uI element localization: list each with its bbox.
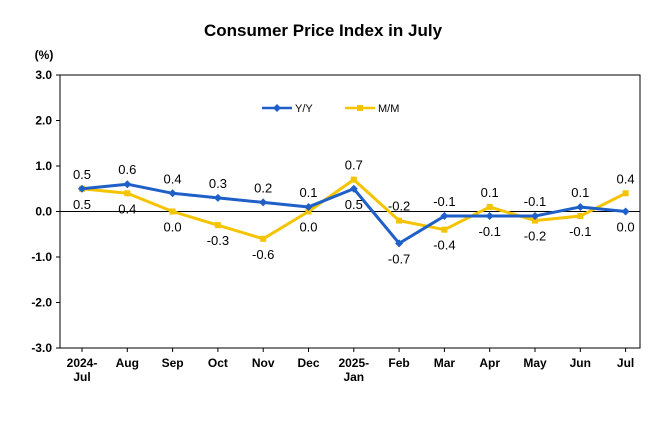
yy-data-label: 0.2 [254,180,272,195]
mm-data-point [577,213,584,220]
legend-marker-square [357,105,363,111]
mm-data-point [532,217,538,224]
x-tick-label: Jun [570,356,591,370]
x-tick-label: Feb [388,356,409,370]
yy-data-point [440,212,449,221]
mm-data-point [486,203,493,210]
mm-data-label: 0.5 [73,197,91,212]
yy-data-point [123,180,132,189]
mm-data-label: -0.3 [207,233,229,248]
yy-data-label: -0.1 [478,224,500,239]
yy-data-point [395,239,404,248]
yy-data-point [304,202,313,211]
x-tick-label: 2024-Jul [67,356,98,384]
y-tick-label: 1.0 [35,159,52,173]
series-lines [78,176,630,248]
mm-data-point [214,222,221,229]
yy-data-point [168,189,177,198]
mm-data-label: -0.4 [433,238,455,253]
mm-data-point [124,190,131,197]
x-tick-label-line: Feb [388,356,409,370]
x-tick-label-line: Nov [252,356,275,370]
x-tick-label: Nov [252,356,275,370]
mm-data-label: 0.4 [617,171,635,186]
yy-data-label: 0.4 [164,171,182,186]
yy-data-label: -0.1 [524,194,546,209]
x-tick-label: May [523,356,547,370]
y-tick-label: 2.0 [35,114,52,128]
yy-data-label: 0.5 [345,197,363,212]
x-tick-label: Apr [479,356,500,370]
yy-data-point [485,212,494,221]
yy-data-point [621,207,630,216]
mm-data-label: -0.1 [569,224,591,239]
yy-data-label: 0.1 [571,185,589,200]
yy-data-point [531,212,539,221]
mm-data-label: 0.0 [299,220,317,235]
mm-data-label: 0.7 [345,158,363,173]
data-labels: 0.5 0.6 0.4 0.3 0.2 0.1 0.5 -0.7 -0.1 -0.1 -0.1 0.1… [73,158,635,267]
y-tick-label: 3.0 [35,68,52,82]
y-tick-label: 0.0 [35,205,52,219]
mm-data-label: 0.1 [481,185,499,200]
x-tick-label-line: May [523,356,547,370]
yy-data-label: 0.3 [209,176,227,191]
mm-data-point [305,208,312,215]
x-tick-label-line: Aug [116,356,139,370]
x-tick-label-line: Mar [434,356,456,370]
y-axis-unit-label: (%) [35,48,54,62]
x-tick-label-line: Jun [570,356,591,370]
yy-data-label: 0.6 [118,162,136,177]
legend: Y/Y M/M [262,103,399,115]
mm-data-point [350,176,357,183]
x-tick-label-line: Oct [208,356,228,370]
mm-data-point [441,226,448,233]
yy-data-point [349,184,358,193]
legend-label: Y/Y [295,103,313,115]
x-tick-label: Aug [116,356,139,370]
yy-data-point [78,184,86,193]
mm-data-label: -0.6 [252,247,274,262]
x-tick-label: Oct [208,356,228,370]
x-tick-label-line: 2024- [67,356,98,370]
x-tick-label-line: Jul [73,370,90,384]
yy-data-point [576,202,585,211]
mm-data-point [260,235,267,242]
yy-data-label: -0.1 [433,194,455,209]
y-tick-label: -3.0 [31,341,52,355]
x-tick-label: Dec [297,356,319,370]
yy-data-point [213,193,222,202]
y-tick-label: -1.0 [31,250,52,264]
x-tick-label-line: Dec [297,356,319,370]
y-tick-label: -2.0 [31,296,52,310]
mm-data-point [622,190,629,197]
chart-title: Consumer Price Index in July [204,21,443,40]
x-tick-label: 2025-Jan [338,356,369,384]
yy-data-label: 0.5 [73,167,91,182]
x-tick-label-line: Jul [617,356,634,370]
mm-data-label: 0.0 [164,220,182,235]
x-tick-label-line: Sep [162,356,184,370]
legend-marker-diamond [273,104,281,112]
y-axis: 3.0 2.0 1.0 0.0 -1.0 -2.0 -3.0 [31,68,640,355]
yy-data-label: 0.0 [617,220,635,235]
mm-data-point [169,208,176,215]
yy-data-point [259,198,268,207]
legend-label: M/M [378,103,399,115]
mm-data-label: -0.2 [388,199,410,214]
x-tick-label: Sep [162,356,184,370]
mm-data-label: -0.2 [524,229,546,244]
x-tick-label-line: Jan [343,370,364,384]
x-tick-label-line: Apr [479,356,500,370]
yy-data-label: 0.1 [299,185,317,200]
yy-data-label: -0.7 [388,251,410,266]
mm-data-label: 0.4 [118,201,136,216]
x-tick-label-line: 2025- [338,356,369,370]
x-tick-label: Jul [617,356,634,370]
x-tick-label: Mar [434,356,456,370]
mm-data-point [396,217,403,224]
